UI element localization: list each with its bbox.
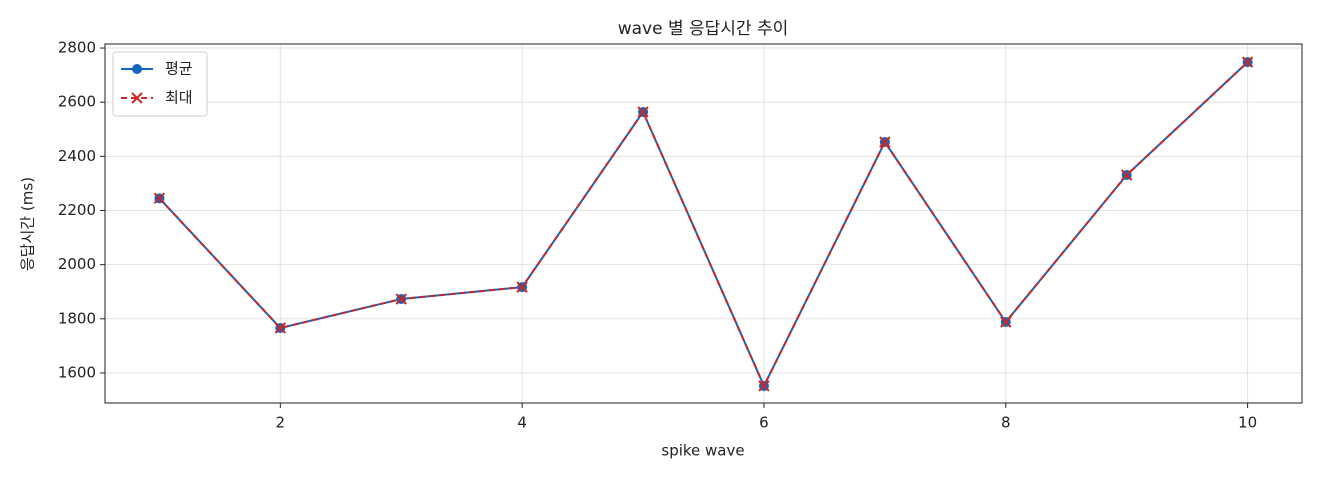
marker <box>274 322 287 334</box>
marker <box>758 380 770 392</box>
x-tick-label: 2 <box>276 414 286 432</box>
marker <box>132 64 142 74</box>
marker <box>131 92 143 104</box>
series-line <box>158 61 1249 389</box>
y-tick-label: 2400 <box>58 147 96 165</box>
y-tick-label: 2800 <box>58 39 96 57</box>
y-tick-label: 1600 <box>58 363 96 381</box>
marker <box>1241 56 1254 68</box>
marker <box>395 293 407 305</box>
x-tick-label: 10 <box>1238 414 1257 432</box>
y-tick-label: 2200 <box>58 201 96 219</box>
marker <box>516 281 528 293</box>
x-tick-label: 4 <box>517 414 527 432</box>
chart-title: wave 별 응답시간 추이 <box>618 19 789 39</box>
marker <box>1120 169 1133 181</box>
legend-box <box>112 51 208 117</box>
x-tick-label: 8 <box>1001 414 1011 432</box>
y-tick-label: 1800 <box>58 309 96 327</box>
legend-label: 평균 <box>165 60 193 78</box>
marker <box>153 192 166 205</box>
x-axis-label: spike wave <box>661 442 744 460</box>
x-tick-label: 6 <box>759 414 769 432</box>
y-tick-label: 2600 <box>58 93 96 111</box>
marker <box>879 136 891 148</box>
y-tick-label: 2000 <box>58 255 96 273</box>
marker <box>1000 316 1012 328</box>
legend-label: 최대 <box>165 89 193 107</box>
marker <box>637 106 649 118</box>
y-axis-label: 응답시간 (ms) <box>19 177 37 271</box>
plot-frame <box>104 43 1303 404</box>
